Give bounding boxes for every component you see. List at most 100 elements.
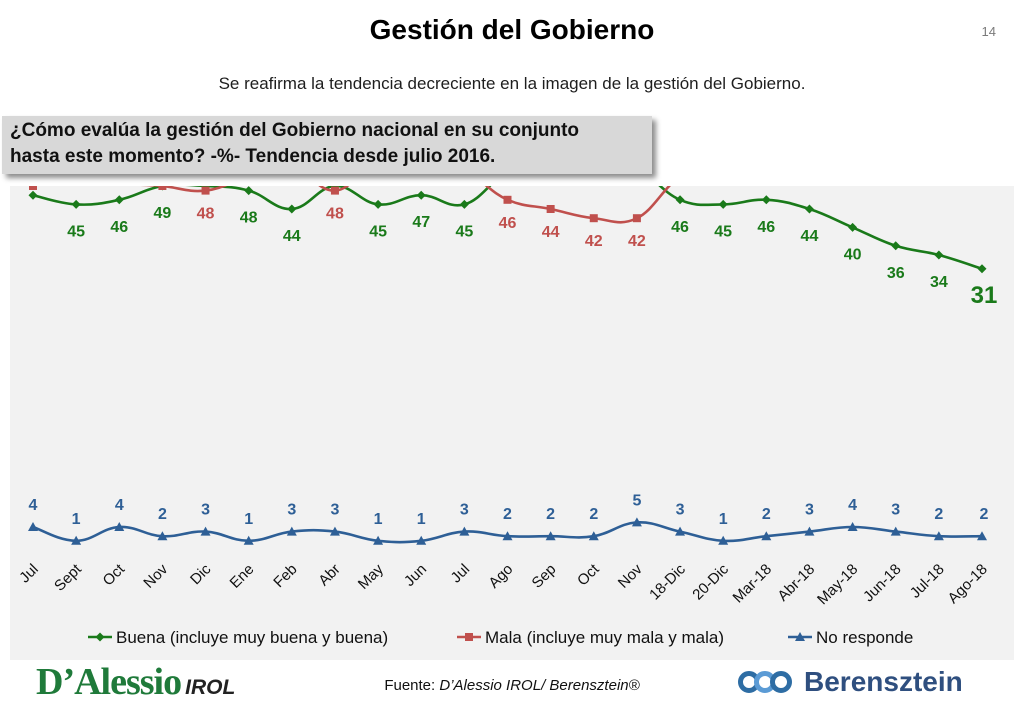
x-tick-label: Sep <box>529 561 560 592</box>
chart-area: 4745464949484449454745525456534645464440… <box>10 186 1014 660</box>
series-mala-data-label: 48 <box>197 206 215 223</box>
x-tick-label: Ago-18 <box>945 561 991 607</box>
series-mala-data-label: 42 <box>585 233 603 250</box>
page-title: Gestión del Gobierno <box>369 14 655 45</box>
legend-label: No responde <box>816 628 913 647</box>
series-buena-data-label: 46 <box>110 219 128 236</box>
series-nr-data-label: 3 <box>201 502 210 519</box>
series-nr-point <box>675 526 686 536</box>
x-tick-label: Oct <box>574 560 603 589</box>
series-nr-point <box>631 517 642 527</box>
series-mala-data-label: 44 <box>542 224 560 241</box>
series-nr-data-label: 3 <box>287 502 296 519</box>
question-box: ¿Cómo evalúa la gestión del Gobierno nac… <box>2 116 652 174</box>
series-buena-point <box>459 199 469 209</box>
series-nr-data-label: 2 <box>503 506 512 523</box>
series-buena-data-label: 45 <box>369 223 387 240</box>
series-nr-point <box>329 526 340 536</box>
series-mala-point <box>29 186 37 190</box>
x-tick-label: Jul <box>448 561 474 587</box>
series-nr-data-label: 1 <box>72 511 81 528</box>
series-mala-data-label: 42 <box>628 233 646 250</box>
series-nr-point <box>114 522 125 531</box>
berensztein-rings-icon <box>738 671 792 693</box>
series-nr-data-label: 1 <box>417 511 426 528</box>
source-prefix: Fuente: <box>384 677 440 694</box>
series-buena-point <box>848 222 858 232</box>
series-buena-line <box>32 186 983 271</box>
series-nr-data-label: 1 <box>374 511 383 528</box>
series-nr-point <box>200 526 211 536</box>
series-nr-point <box>804 526 815 536</box>
series-buena-data-label: 40 <box>844 246 862 263</box>
series-nr-data-label: 2 <box>158 506 167 523</box>
legend-label: Mala (incluye muy mala y mala) <box>485 628 724 647</box>
series-buena-point <box>416 190 426 200</box>
series-mala-point <box>330 186 339 195</box>
series-nr-point <box>459 526 470 536</box>
series-buena-data-label: 44 <box>283 228 301 245</box>
x-tick-label: Jun-18 <box>860 561 904 605</box>
x-tick-label: 20-Dic <box>689 560 732 603</box>
x-tick-label: Abr <box>315 561 344 590</box>
series-nr-point <box>243 535 254 545</box>
series-nr-point <box>847 522 858 531</box>
question-line-1: ¿Cómo evalúa la gestión del Gobierno nac… <box>10 120 580 141</box>
series-buena-point <box>28 190 38 200</box>
series-nr-point <box>933 531 944 541</box>
series-mala-point <box>546 205 555 213</box>
series-buena-point <box>891 241 901 251</box>
series-buena-data-label: 48 <box>240 210 258 227</box>
x-tick-label: Mar-18 <box>730 561 776 607</box>
series-nr-point <box>761 531 772 541</box>
series-buena-data-label: 44 <box>801 228 819 245</box>
legend-label: Buena (incluye muy buena y buena) <box>116 628 388 647</box>
series-mala-point <box>201 186 210 195</box>
series-nr-data-label: 4 <box>29 497 38 514</box>
series-buena-point <box>761 195 771 205</box>
series-nr-data-label: 3 <box>460 502 469 519</box>
series-nr-point <box>416 535 427 545</box>
series-nr-point <box>545 531 556 541</box>
series-nr-data-label: 3 <box>891 502 900 519</box>
series-buena-point <box>718 199 728 209</box>
source-note: Fuente: D’Alessio IROL/ Berensztein® <box>0 677 1024 694</box>
legend-marker <box>795 632 805 641</box>
page-number: 14 <box>981 24 996 39</box>
series-nr-point <box>286 526 297 536</box>
series-mala: 4954504948515348545252464442425154525356… <box>29 186 672 250</box>
series-buena-point <box>71 199 81 209</box>
x-tick-label: May <box>355 560 387 592</box>
series-nr-data-label: 2 <box>762 506 771 523</box>
series-nr: 4 1 4 2 3 1 3 3 1 1 3 2 2 2 5 3 1 2 3 4 3 2 2 <box>28 492 989 545</box>
x-tick-label: Ene <box>227 561 258 592</box>
series-nr-data-label: 3 <box>805 502 814 519</box>
series-buena-data-label: 49 <box>154 205 172 222</box>
page-subtitle: Se reafirma la tendencia decreciente en … <box>218 74 806 93</box>
x-tick-label: Jul-18 <box>907 561 948 602</box>
x-axis: Jul Sept Oct Nov Dic Ene Feb Abr May Jun Jul Ago Sep… <box>16 560 991 608</box>
series-mala-data-label: 46 <box>499 215 517 232</box>
series-buena: 4745464949484449454745525456534645464440… <box>28 186 997 309</box>
question-line-2: hasta este momento? -%- Tendencia desde … <box>10 146 496 167</box>
series-buena-point <box>804 204 814 214</box>
series-buena-data-label: 45 <box>455 223 473 240</box>
x-tick-label: Nov <box>615 560 646 591</box>
dalessio-logo-sub: IROL <box>185 676 236 699</box>
series-mala-point <box>158 186 167 190</box>
x-tick-label: 18-Dic <box>646 560 689 603</box>
series-nr-point <box>373 535 384 545</box>
series-nr-data-label: 4 <box>115 497 124 514</box>
legend: Buena (incluye muy buena y buena) Mala (i… <box>88 628 913 647</box>
series-mala-point <box>503 195 512 204</box>
series-mala-data-label: 48 <box>326 206 344 223</box>
source-text: D’Alessio IROL/ Berensztein® <box>439 677 640 694</box>
x-tick-label: Oct <box>100 560 129 589</box>
series-nr-data-label: 2 <box>980 506 989 523</box>
x-tick-label: May-18 <box>814 561 861 608</box>
series-nr-point <box>588 531 599 541</box>
series-buena-point <box>934 250 944 260</box>
series-buena-point <box>977 264 987 274</box>
series-buena-data-label: 46 <box>757 219 775 236</box>
series-nr-data-label: 3 <box>331 502 340 519</box>
